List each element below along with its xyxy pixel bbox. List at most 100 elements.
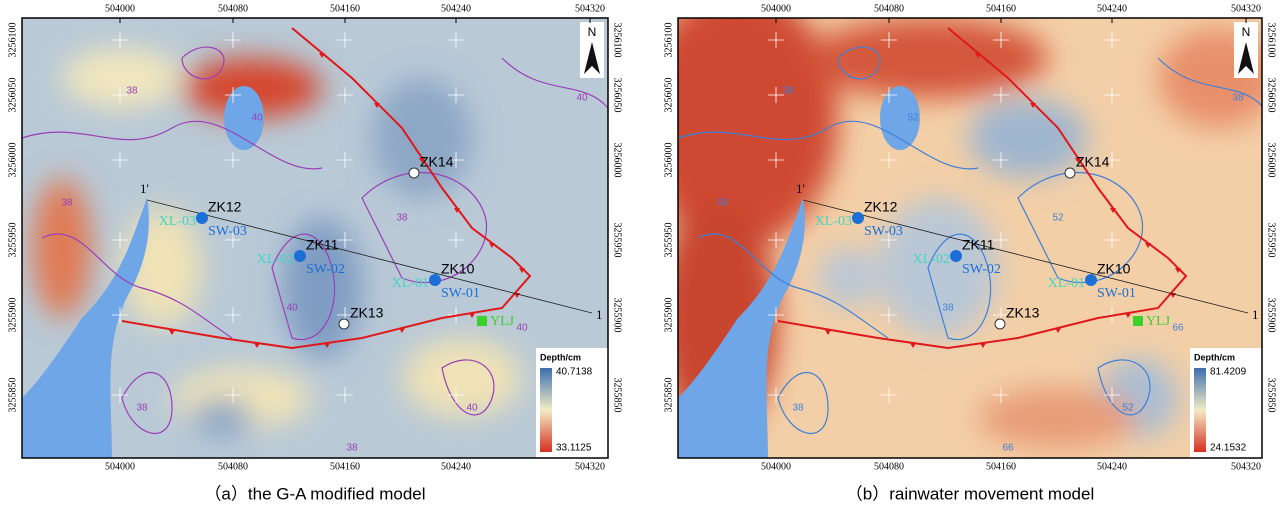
figure: 384038403840384038401'1ZK12XL-03SW-03ZK1… [0, 0, 1288, 521]
y-tick-label-left: 3255900 [7, 298, 18, 333]
y-tick-label-right: 3256050 [1266, 78, 1277, 113]
contour-label: 52 [1052, 213, 1064, 224]
x-tick-label-top: 504000 [105, 3, 135, 14]
station-dot [950, 250, 962, 262]
contour-label: 38 [126, 86, 138, 97]
xl-label: XL-02 [913, 252, 950, 267]
y-tick-label-right: 3256000 [1266, 143, 1277, 178]
contour-label: 38 [942, 303, 954, 314]
north-label: N [1242, 25, 1251, 39]
contour-label: 40 [286, 303, 298, 314]
legend-title: Depth/cm [1194, 352, 1235, 362]
legend-max: 40.7138 [556, 367, 593, 378]
y-tick-label-left: 3255900 [663, 298, 674, 333]
contour-label: 66 [717, 198, 729, 209]
sw-label: SW-03 [864, 224, 903, 239]
site-marker [1133, 316, 1143, 326]
contour-label: 38 [346, 443, 358, 454]
x-tick-label-bottom: 504000 [761, 461, 791, 472]
y-tick-label-right: 3256050 [612, 78, 623, 113]
xl-label: XL-01 [1048, 276, 1085, 291]
raster-patch [968, 98, 1088, 178]
raster-patch [192, 398, 252, 438]
y-tick-label-right: 3256000 [612, 143, 623, 178]
contour-label: 52 [1122, 403, 1134, 414]
x-tick-label-top: 504240 [441, 3, 471, 14]
xl-label: XL-03 [815, 214, 852, 229]
borehole-dot [995, 319, 1005, 329]
raster-patch [402, 338, 522, 418]
borehole-label: ZK14 [1076, 154, 1110, 170]
section-end: 1 [1252, 307, 1259, 322]
x-tick-label-top: 504080 [218, 3, 248, 14]
panel-caption: （a）the G-A modified model [204, 484, 425, 503]
y-tick-label-right: 3255900 [612, 298, 623, 333]
station-dot [196, 212, 208, 224]
sw-label: SW-02 [962, 262, 1001, 277]
map-panel: 385266385266385266381'1ZK12XL-03SW-03ZK1… [638, 0, 1278, 503]
borehole-dot [339, 319, 349, 329]
legend-max: 81.4209 [1210, 367, 1247, 378]
borehole-label: ZK12 [208, 199, 242, 215]
borehole-label: ZK11 [962, 237, 995, 253]
raster-patch [818, 248, 878, 308]
site-label: YLJ [490, 314, 515, 329]
contour-label: 40 [576, 93, 588, 104]
y-tick-label-right: 3256100 [1266, 23, 1277, 58]
borehole-dot [1065, 168, 1075, 178]
y-tick-label-left: 3255950 [663, 223, 674, 258]
north-label: N [588, 25, 597, 39]
sw-label: SW-01 [1097, 286, 1136, 301]
x-tick-label-bottom: 504160 [986, 461, 1016, 472]
y-tick-label-left: 3256100 [7, 23, 18, 58]
raster-patch [1158, 28, 1278, 128]
contour-label: 52 [907, 113, 919, 124]
y-tick-label-left: 3256000 [663, 143, 674, 178]
y-tick-label-right: 3255900 [1266, 298, 1277, 333]
legend-min: 33.1125 [556, 443, 592, 454]
section-start: 1' [796, 181, 805, 196]
xl-label: XL-03 [159, 214, 196, 229]
x-tick-label-top: 504160 [986, 3, 1016, 14]
station-dot [429, 274, 441, 286]
x-tick-label-top: 504320 [1231, 3, 1261, 14]
contour-label: 40 [516, 323, 528, 334]
borehole-label: ZK12 [864, 199, 898, 215]
sw-label: SW-01 [441, 286, 480, 301]
raster-patch [62, 48, 182, 108]
borehole-label: ZK11 [306, 237, 339, 253]
y-tick-label-left: 3256050 [663, 78, 674, 113]
station-dot [1085, 274, 1097, 286]
contour-label: 66 [1172, 323, 1184, 334]
contour-label: 38 [396, 213, 408, 224]
xl-label: XL-02 [257, 252, 294, 267]
y-tick-label-left: 3256000 [7, 143, 18, 178]
contour-label: 38 [792, 403, 804, 414]
contour-label: 38 [1232, 93, 1244, 104]
station-dot [294, 250, 306, 262]
borehole-label: ZK10 [1097, 261, 1131, 277]
contour-label: 38 [61, 198, 73, 209]
map-panel: 384038403840384038401'1ZK12XL-03SW-03ZK1… [7, 3, 622, 503]
y-tick-label-left: 3255950 [7, 223, 18, 258]
y-tick-label-left: 3255850 [663, 378, 674, 413]
legend-ramp [540, 368, 552, 452]
y-tick-label-right: 3255950 [612, 223, 623, 258]
contour-label: 38 [136, 403, 148, 414]
legend-ramp [1194, 368, 1206, 452]
site-label: YLJ [1146, 314, 1171, 329]
borehole-label: ZK10 [441, 261, 475, 277]
sw-label: SW-02 [306, 262, 345, 277]
map-body: 384038403840384038401'1ZK12XL-03SW-03ZK1… [22, 18, 608, 460]
y-tick-label-left: 3255850 [7, 378, 18, 413]
y-tick-label-right: 3255950 [1266, 223, 1277, 258]
borehole-label: ZK13 [350, 305, 384, 321]
x-tick-label-bottom: 504080 [218, 461, 248, 472]
x-tick-label-bottom: 504240 [1097, 461, 1127, 472]
borehole-dot [409, 168, 419, 178]
y-tick-label-left: 3256100 [663, 23, 674, 58]
x-tick-label-top: 504080 [874, 3, 904, 14]
